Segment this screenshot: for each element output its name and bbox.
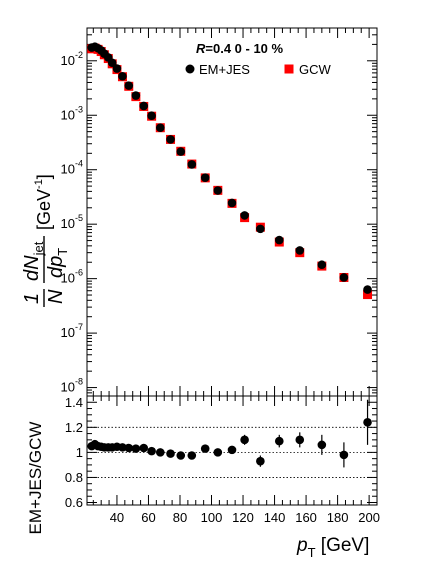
ratio-point (227, 445, 237, 455)
emjes-point (118, 71, 127, 81)
emjes-point (107, 58, 117, 68)
legend-marker-emjes (185, 64, 195, 74)
legend-label-gcw: GCW (299, 62, 332, 77)
ratio-y-tick-label: 1.4 (65, 395, 83, 410)
ratio-point (155, 448, 165, 457)
jet-radius-annotation: R=0.4 0 - 10 % (196, 41, 284, 56)
x-tick-label: 160 (295, 510, 317, 525)
ratio-panel: 0.6 0.8 1 1.2 1.4 40 60 80 100 120 140 160 180 200 E… (26, 395, 380, 560)
y-tick-label: 10-6 (61, 268, 83, 286)
legend: EM+JES GCW (185, 62, 332, 77)
y-tick-label: 10-5 (61, 213, 83, 231)
emjes-point (363, 285, 372, 294)
emjes-point (124, 81, 134, 90)
emjes-point (176, 147, 186, 156)
y-title-num: dNjet (21, 241, 46, 281)
x-tick-label: 60 (141, 510, 155, 525)
ratio-point (317, 440, 327, 450)
emjes-point (187, 160, 197, 169)
spectrum-y-ticks: 10-2 10-3 10-4 10-5 10-6 10-7 10-8 (61, 27, 377, 397)
ratio-point (124, 443, 134, 453)
emjes-point (147, 111, 156, 121)
x-tick-label: 140 (264, 510, 286, 525)
ratio-plot-frame (86, 395, 378, 506)
y-title-den: dpT (45, 248, 70, 278)
emjes-point (227, 198, 237, 208)
ratio-point (176, 451, 186, 460)
spectrum-y-axis-title: 1 N dNjet dpT [GeV-1] (21, 174, 70, 307)
emjes-point (213, 186, 223, 195)
x-axis-title: pT [GeV] (296, 535, 369, 560)
emjes-point (274, 235, 284, 245)
emjes-point (317, 260, 327, 270)
x-tick-label: 100 (201, 510, 223, 525)
ratio-y-ticks: 0.6 0.8 1 1.2 1.4 (65, 395, 377, 510)
y-tick-label: 10-2 (61, 50, 83, 68)
ratio-point (139, 443, 149, 453)
y-title-frac-den: N (45, 289, 67, 304)
ratio-point (166, 449, 175, 458)
spectrum-x-ticks (92, 28, 378, 396)
ratio-point (363, 418, 372, 427)
ratio-point (295, 435, 305, 445)
ratio-point (256, 456, 265, 466)
legend-marker-gcw (284, 64, 294, 74)
x-tick-label: 200 (358, 510, 380, 525)
emjes-point (295, 246, 305, 255)
ratio-point (213, 448, 223, 457)
emjes-point (256, 224, 265, 234)
ratio-y-axis-title: EM+JES/GCW (26, 422, 45, 535)
legend-label-emjes: EM+JES (199, 62, 250, 77)
emjes-point (240, 211, 249, 220)
gcw-point (363, 290, 373, 300)
ratio-point (131, 444, 141, 453)
emjes-point (139, 101, 149, 111)
spectrum-panel: 10-2 10-3 10-4 10-5 10-6 10-7 10-8 R=0.4 0 - 1… (21, 27, 378, 397)
y-title-unit: [GeV-1] (33, 174, 54, 230)
emjes-point (166, 135, 175, 144)
emjes-point (339, 273, 349, 282)
x-tick-label: 40 (110, 510, 124, 525)
ratio-y-tick-label: 0.6 (65, 495, 83, 510)
ratio-point (147, 446, 156, 456)
x-tick-label: 120 (232, 510, 254, 525)
y-title-frac-num: 1 (21, 293, 43, 304)
ratio-series (87, 399, 372, 468)
ratio-point (118, 443, 127, 452)
emjes-point (155, 123, 165, 133)
emjes-series (87, 42, 372, 294)
y-tick-label: 10-8 (61, 377, 83, 395)
ratio-y-tick-label: 0.8 (65, 470, 83, 485)
y-tick-label: 10-4 (61, 159, 83, 177)
ratio-point (200, 444, 210, 453)
y-tick-label: 10-3 (61, 104, 83, 122)
ratio-point (240, 435, 249, 445)
ratio-y-tick-label: 1.2 (65, 420, 83, 435)
x-tick-label: 180 (327, 510, 349, 525)
ratio-y-tick-label: 1 (76, 445, 83, 460)
emjes-point (112, 64, 122, 73)
ratio-point (187, 451, 197, 460)
ratio-point (274, 436, 284, 446)
ratio-x-ticks: 40 60 80 100 120 140 160 180 200 (92, 396, 380, 525)
emjes-point (200, 173, 210, 182)
emjes-point (131, 91, 141, 100)
x-tick-label: 80 (173, 510, 187, 525)
ratio-point (339, 450, 349, 460)
y-tick-label: 10-7 (61, 322, 83, 340)
